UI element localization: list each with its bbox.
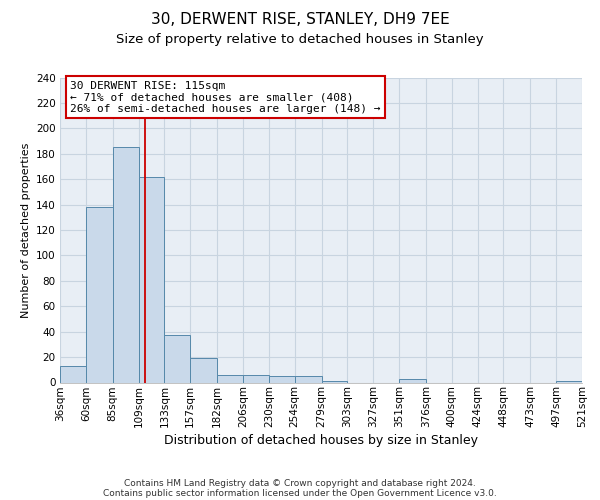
Text: 30 DERWENT RISE: 115sqm
← 71% of detached houses are smaller (408)
26% of semi-d: 30 DERWENT RISE: 115sqm ← 71% of detache… [70, 80, 381, 114]
Text: 30, DERWENT RISE, STANLEY, DH9 7EE: 30, DERWENT RISE, STANLEY, DH9 7EE [151, 12, 449, 28]
Bar [113, 148, 139, 382]
Bar [60, 366, 86, 382]
Bar [139, 176, 164, 382]
Bar [295, 376, 322, 382]
Bar [243, 375, 269, 382]
Bar [190, 358, 217, 382]
Bar [399, 378, 426, 382]
Bar [86, 207, 113, 382]
Bar [269, 376, 295, 382]
Bar [217, 375, 243, 382]
X-axis label: Distribution of detached houses by size in Stanley: Distribution of detached houses by size … [164, 434, 478, 448]
Y-axis label: Number of detached properties: Number of detached properties [20, 142, 31, 318]
Bar [322, 381, 347, 382]
Bar [164, 336, 190, 382]
Text: Size of property relative to detached houses in Stanley: Size of property relative to detached ho… [116, 32, 484, 46]
Text: Contains public sector information licensed under the Open Government Licence v3: Contains public sector information licen… [103, 488, 497, 498]
Text: Contains HM Land Registry data © Crown copyright and database right 2024.: Contains HM Land Registry data © Crown c… [124, 478, 476, 488]
Bar [556, 381, 582, 382]
